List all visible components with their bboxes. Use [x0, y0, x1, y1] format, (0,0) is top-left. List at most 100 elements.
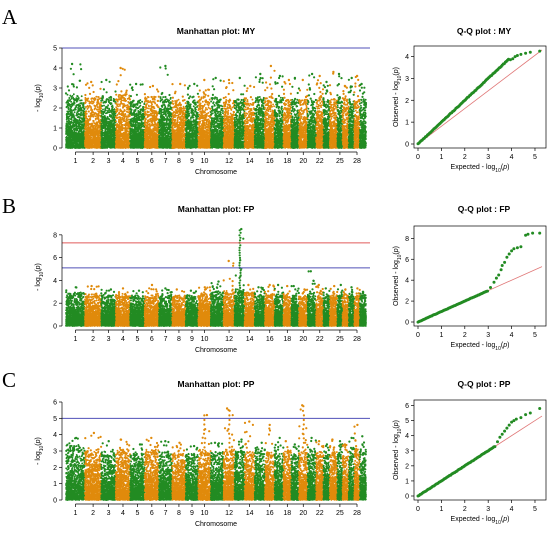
- snp-peak-point: [249, 84, 252, 88]
- qq-frame: [413, 45, 547, 149]
- snp-point: [240, 440, 243, 443]
- snp-point: [316, 291, 319, 294]
- snp-point: [278, 455, 281, 458]
- snp-point: [141, 297, 144, 300]
- chrom-18-points: [282, 295, 293, 327]
- snp-point: [329, 91, 332, 94]
- snp-point: [91, 295, 94, 298]
- snp-point: [302, 103, 305, 106]
- snp-peak-point: [217, 280, 220, 283]
- snp-point: [332, 297, 335, 300]
- snp-point: [259, 450, 262, 453]
- panel-label: B: [2, 194, 16, 218]
- snp-point: [323, 86, 327, 89]
- snp-point: [307, 453, 310, 456]
- qq-point: [500, 432, 504, 436]
- snp-point: [64, 92, 68, 95]
- snp-peak-point: [137, 289, 141, 292]
- snp-point: [261, 77, 264, 80]
- snp-peak-point: [317, 440, 321, 443]
- chrom-28-points: [353, 448, 361, 501]
- snp-point: [232, 262, 235, 265]
- snp-point: [324, 457, 327, 460]
- snp-peak-point: [248, 420, 251, 423]
- snp-point: [258, 78, 261, 81]
- snp-peak-point: [339, 283, 342, 287]
- snp-point: [193, 297, 196, 300]
- snp-point: [203, 288, 207, 291]
- snp-point: [167, 99, 170, 102]
- snp-point: [72, 73, 75, 76]
- snp-point: [291, 85, 294, 88]
- snp-point: [226, 429, 229, 432]
- snp-point: [359, 448, 362, 451]
- snp-peak-point: [238, 76, 241, 80]
- snp-point: [361, 297, 364, 300]
- snp-point: [97, 285, 100, 288]
- snp-point: [171, 446, 174, 449]
- snp-point: [207, 442, 210, 446]
- x-tick-label: 22: [316, 336, 324, 343]
- snp-point: [336, 288, 340, 291]
- snp-point: [232, 264, 235, 267]
- snp-point: [317, 286, 320, 289]
- snp-point: [245, 446, 248, 449]
- snp-point: [234, 452, 237, 455]
- snp-point: [71, 83, 74, 86]
- x-tick-label: 7: [164, 336, 168, 343]
- snp-point: [239, 269, 242, 272]
- snp-point: [238, 276, 241, 279]
- x-tick-label: 1: [74, 158, 78, 165]
- x-tick-label: 5: [533, 506, 537, 513]
- snp-point: [239, 274, 242, 277]
- snp-point: [170, 291, 173, 294]
- chrom-11-points: [209, 96, 225, 149]
- snp-point: [183, 297, 186, 300]
- snp-point: [228, 432, 231, 435]
- snp-peak-point: [343, 84, 347, 88]
- snp-point: [309, 290, 312, 293]
- x-tick-label: 4: [510, 506, 514, 513]
- qq-point: [496, 440, 499, 444]
- snp-point: [153, 453, 156, 456]
- y-tick-label: 4: [405, 54, 409, 61]
- snp-point: [326, 89, 329, 92]
- snp-point: [253, 293, 257, 296]
- snp-point: [111, 448, 114, 451]
- snp-point: [209, 289, 212, 292]
- snp-point: [167, 288, 170, 292]
- snp-point: [304, 95, 308, 98]
- snp-point: [67, 89, 71, 92]
- snp-point: [216, 283, 219, 286]
- snp-point: [221, 455, 224, 458]
- snp-point: [164, 95, 167, 99]
- snp-point: [360, 86, 363, 89]
- snp-point: [290, 457, 293, 460]
- snp-point: [231, 284, 234, 287]
- snp-point: [137, 100, 140, 103]
- snp-point: [185, 457, 189, 460]
- snp-point: [354, 103, 357, 106]
- snp-point: [212, 453, 215, 457]
- snp-point: [105, 91, 108, 94]
- snp-point: [83, 449, 86, 452]
- snp-point: [247, 440, 250, 443]
- x-tick-label: 6: [150, 510, 154, 517]
- snp-point: [340, 77, 343, 80]
- snp-point: [117, 80, 120, 83]
- chrom-26-points: [341, 294, 350, 327]
- snp-point: [241, 450, 244, 453]
- snp-point: [100, 99, 103, 102]
- y-tick-label: 8: [405, 236, 409, 243]
- snp-point: [257, 448, 260, 451]
- chrom-9-points: [184, 99, 200, 149]
- y-tick-label: 4: [53, 432, 57, 439]
- qq-point: [510, 249, 514, 253]
- chrom-5-points: [129, 294, 146, 327]
- snp-point: [245, 89, 248, 93]
- qq-point: [489, 286, 492, 289]
- chrom-10-points: [197, 95, 212, 149]
- snp-point: [328, 289, 331, 292]
- snp-point: [319, 289, 322, 292]
